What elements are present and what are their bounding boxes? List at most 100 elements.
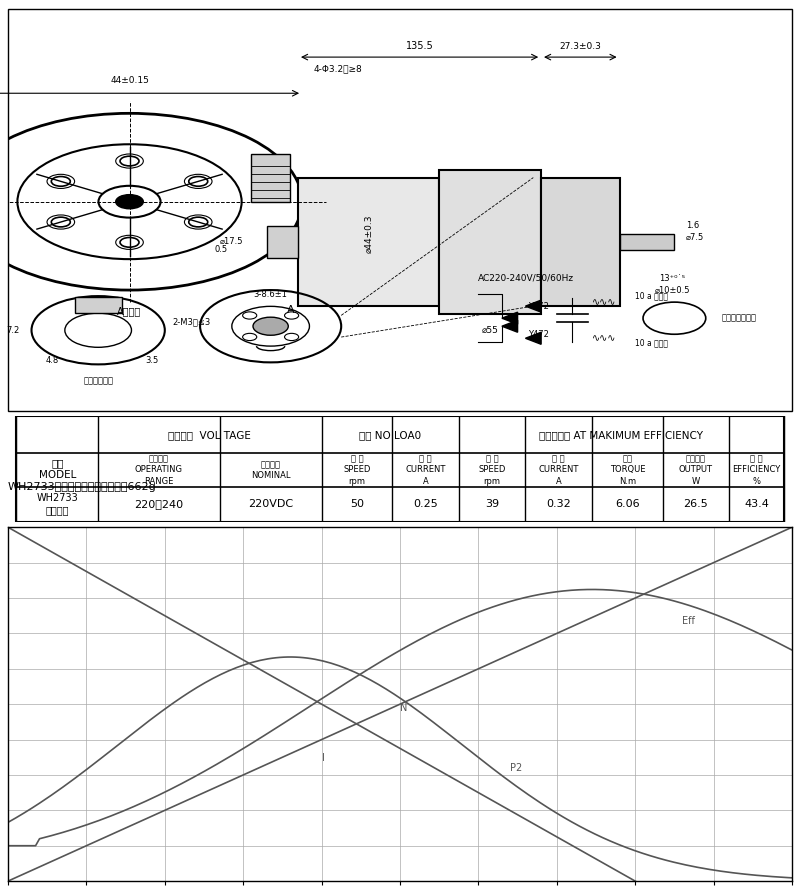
Polygon shape xyxy=(502,320,518,332)
Text: P2: P2 xyxy=(510,763,522,773)
Text: 39: 39 xyxy=(485,499,499,509)
Text: AC220-240V/50/60Hz: AC220-240V/50/60Hz xyxy=(478,273,574,282)
Text: 输入电压  VOL TAGE: 输入电压 VOL TAGE xyxy=(169,430,251,441)
Text: 1.6: 1.6 xyxy=(686,222,699,231)
P2 xyxy=(787,872,797,883)
Text: A: A xyxy=(286,305,294,315)
Text: ⌀17.5: ⌀17.5 xyxy=(220,238,243,247)
I xyxy=(149,810,158,821)
Text: N: N xyxy=(400,703,407,713)
Text: I: I xyxy=(322,753,325,763)
Text: ∿∿∿: ∿∿∿ xyxy=(592,333,617,344)
Polygon shape xyxy=(526,300,541,312)
Text: 135.5: 135.5 xyxy=(406,41,434,51)
Text: 13⁺⁰˙⁵: 13⁺⁰˙⁵ xyxy=(658,273,685,282)
Polygon shape xyxy=(526,332,541,344)
N xyxy=(34,539,44,550)
Text: 10 a 电感器: 10 a 电感器 xyxy=(635,292,668,301)
Text: 26.5: 26.5 xyxy=(683,499,708,509)
Line: Eff: Eff xyxy=(8,589,792,846)
P2 xyxy=(724,867,734,878)
Text: 43.4: 43.4 xyxy=(744,499,769,509)
Text: 电 流
CURRENT
A: 电 流 CURRENT A xyxy=(538,455,579,486)
Text: ⌀44±0.3: ⌀44±0.3 xyxy=(364,214,373,253)
Text: 4.8: 4.8 xyxy=(46,356,59,365)
Line: N: N xyxy=(8,527,792,890)
Text: 0.32: 0.32 xyxy=(546,499,571,509)
I xyxy=(787,522,797,532)
Eff xyxy=(50,829,60,840)
Text: 10 a 电感器: 10 a 电感器 xyxy=(635,338,668,348)
Text: ⌀7.5: ⌀7.5 xyxy=(686,233,705,242)
Text: 力矩
TORQUE
N.m: 力矩 TORQUE N.m xyxy=(610,455,645,486)
Text: 0.25: 0.25 xyxy=(413,499,438,509)
Text: 直流永磁电动机: 直流永磁电动机 xyxy=(722,313,757,323)
Text: 后盖正极标记: 后盖正极标记 xyxy=(83,376,113,385)
Text: 3-8.6±1: 3-8.6±1 xyxy=(254,289,287,298)
Text: 电 流
CURRENT
A: 电 流 CURRENT A xyxy=(406,455,446,486)
Text: 额定电压
NOMINAL: 额定电压 NOMINAL xyxy=(251,460,290,480)
Text: ⌀10±0.5: ⌀10±0.5 xyxy=(655,286,690,295)
Line: P2: P2 xyxy=(8,657,792,878)
Circle shape xyxy=(253,317,288,336)
Eff xyxy=(3,840,13,851)
Text: 4-Φ3.2深≥8: 4-Φ3.2深≥8 xyxy=(314,65,362,74)
Text: 27.3±0.3: 27.3±0.3 xyxy=(559,42,602,51)
Text: 220VDC: 220VDC xyxy=(248,499,294,509)
P2 xyxy=(287,651,297,662)
I xyxy=(212,781,222,792)
I xyxy=(3,876,13,886)
Text: 转 速
SPEED
rpm: 转 速 SPEED rpm xyxy=(478,455,506,486)
Eff xyxy=(586,584,596,595)
P2 xyxy=(752,870,762,880)
Text: WH2733塑料行星减速电机净重：662g: WH2733塑料行星减速电机净重：662g xyxy=(8,481,157,492)
Bar xyxy=(251,153,290,202)
N xyxy=(212,640,222,651)
Text: 6.06: 6.06 xyxy=(615,499,640,509)
Text: 7.2: 7.2 xyxy=(6,326,20,335)
Text: 电压范围
OPERATING
RANGE: 电压范围 OPERATING RANGE xyxy=(135,455,183,486)
Bar xyxy=(74,297,122,313)
Circle shape xyxy=(116,195,143,209)
I xyxy=(748,539,758,550)
I xyxy=(50,854,60,865)
I xyxy=(34,862,44,872)
Eff xyxy=(787,644,797,655)
Text: 2-M3深≤3: 2-M3深≤3 xyxy=(173,318,211,327)
P2 xyxy=(212,671,222,682)
Text: 220～240: 220～240 xyxy=(134,499,183,509)
Text: Y472: Y472 xyxy=(528,330,549,339)
Text: A向视图: A向视图 xyxy=(118,306,142,316)
P2 xyxy=(50,787,60,797)
I xyxy=(720,552,730,562)
Text: 3.5: 3.5 xyxy=(146,356,158,365)
Bar xyxy=(439,170,541,314)
Eff xyxy=(212,759,222,770)
N xyxy=(149,604,158,615)
Eff xyxy=(724,615,734,626)
Bar xyxy=(619,234,674,250)
Text: 转 速
SPEED
rpm: 转 速 SPEED rpm xyxy=(343,455,370,486)
P2 xyxy=(149,712,158,723)
P2 xyxy=(3,817,13,828)
Polygon shape xyxy=(502,312,518,324)
N xyxy=(3,522,13,532)
Text: 0.5: 0.5 xyxy=(214,246,227,255)
Text: 空载 NO LOA0: 空载 NO LOA0 xyxy=(359,430,422,441)
Text: 效 率
EFFICIENCY
%: 效 率 EFFICIENCY % xyxy=(733,455,781,486)
Text: 最大效率点 AT MAKⅠMUM EFFICⅠENCY: 最大效率点 AT MAKⅠMUM EFFICⅠENCY xyxy=(539,430,703,441)
Line: I: I xyxy=(8,527,792,881)
N xyxy=(50,548,60,559)
Text: ⌀55: ⌀55 xyxy=(482,326,498,335)
Text: Eff: Eff xyxy=(682,617,695,627)
Eff xyxy=(34,833,44,844)
Text: 50: 50 xyxy=(350,499,364,509)
Text: 输出功率
OUTPUT
W: 输出功率 OUTPUT W xyxy=(679,455,713,486)
Eff xyxy=(752,627,762,638)
Text: WH2733
行星减速: WH2733 行星减速 xyxy=(37,493,78,515)
Text: 型号
MODEL: 型号 MODEL xyxy=(38,458,76,480)
Bar xyxy=(266,226,298,258)
Text: ∿∿∿: ∿∿∿ xyxy=(592,297,617,307)
Bar xyxy=(298,178,439,306)
Text: Y472: Y472 xyxy=(528,302,549,311)
